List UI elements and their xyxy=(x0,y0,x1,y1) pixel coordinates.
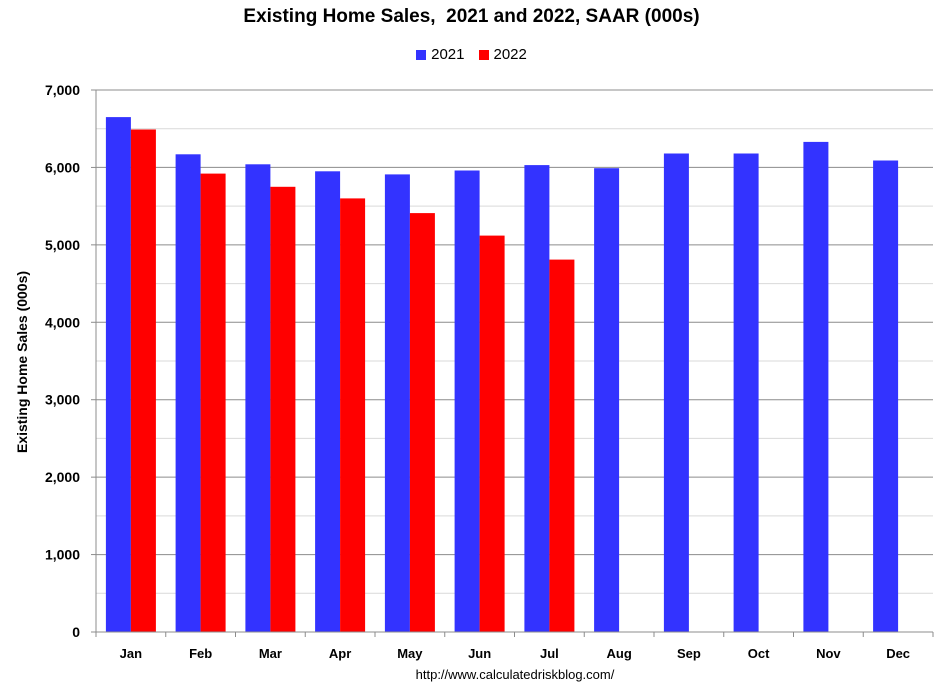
y-tick-label: 3,000 xyxy=(45,392,80,408)
source-note: http://www.calculatedriskblog.com/ xyxy=(415,667,615,682)
x-tick-label: Apr xyxy=(329,646,351,661)
y-tick-label: 5,000 xyxy=(45,237,80,253)
legend-label-2021: 2021 xyxy=(431,46,465,63)
legend-label-2022: 2022 xyxy=(493,46,527,63)
legend-swatch-2021 xyxy=(416,49,427,60)
y-tick-label: 0 xyxy=(72,624,80,640)
y-tick-label: 7,000 xyxy=(45,82,80,98)
bar-2022-jan xyxy=(130,129,156,632)
x-tick-label: Dec xyxy=(886,646,910,661)
bar-2022-may xyxy=(409,213,435,632)
x-tick-label: Jan xyxy=(120,646,142,661)
bar-2021-oct xyxy=(733,153,759,632)
y-tick-label: 1,000 xyxy=(45,547,80,563)
x-tick-label: Aug xyxy=(606,646,631,661)
x-tick-label: Mar xyxy=(259,646,282,661)
legend-swatch-2022 xyxy=(478,49,489,60)
bar-2021-jul xyxy=(524,165,550,632)
bar-2021-aug xyxy=(594,168,620,632)
bar-2022-jun xyxy=(479,235,505,632)
legend-item-2022: 2022 xyxy=(478,46,527,63)
bar-2021-jun xyxy=(454,170,480,632)
bar-2021-mar xyxy=(245,164,271,633)
x-tick-label: Jun xyxy=(468,646,491,661)
x-tick-label: May xyxy=(397,646,423,661)
bar-2021-dec xyxy=(873,160,899,632)
x-tick-label: Oct xyxy=(748,646,770,661)
legend-item-2021: 2021 xyxy=(416,46,465,63)
bar-2021-sep xyxy=(663,153,689,632)
y-axis-label: Existing Home Sales (000s) xyxy=(14,270,30,454)
x-tick-label: Jul xyxy=(540,646,559,661)
bar-2022-jul xyxy=(549,259,575,632)
x-tick-label: Sep xyxy=(677,646,701,661)
bar-2021-jan xyxy=(105,117,131,633)
bar-2021-nov xyxy=(803,141,829,632)
bar-2021-feb xyxy=(175,154,201,633)
y-tick-label: 2,000 xyxy=(45,469,80,485)
bar-2022-apr xyxy=(340,198,366,632)
y-tick-label: 6,000 xyxy=(45,159,80,175)
bar-2022-mar xyxy=(270,186,296,633)
bar-2022-feb xyxy=(200,173,226,632)
bar-2021-may xyxy=(384,174,410,632)
bar-2021-apr xyxy=(315,171,341,633)
legend: 2021 2022 xyxy=(0,46,943,63)
y-tick-label: 4,000 xyxy=(45,314,80,330)
x-tick-label: Nov xyxy=(816,646,841,661)
chart-title: Existing Home Sales, 2021 and 2022, SAAR… xyxy=(243,6,700,27)
x-tick-label: Feb xyxy=(189,646,212,661)
